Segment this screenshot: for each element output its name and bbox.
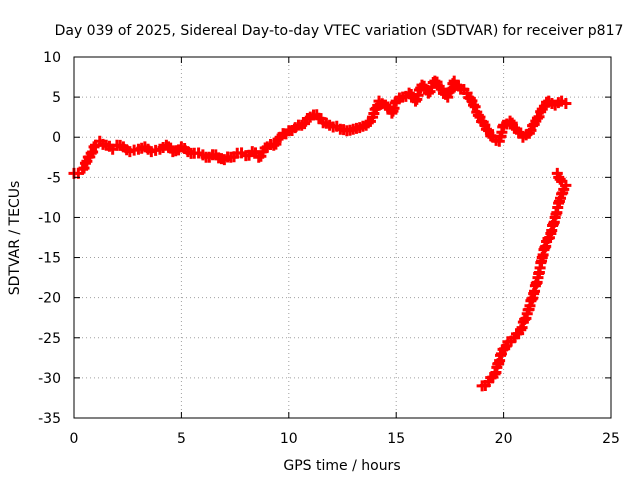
x-tick-label: 0 [70,431,79,447]
x-tick-label: 25 [602,431,620,447]
grid [74,57,611,418]
chart-title: Day 039 of 2025, Sidereal Day-to-day VTE… [55,23,624,39]
x-tick-label: 10 [280,431,298,447]
y-tick-label: 10 [43,50,61,66]
series-2 [476,167,572,392]
y-tick-label: -5 [47,170,61,186]
y-tick-label: -10 [38,210,61,226]
x-tick-label: 15 [387,431,405,447]
y-tick-label: -30 [38,371,61,387]
data-point [560,98,572,110]
x-tick-label: 5 [177,431,186,447]
x-axis-label: GPS time / hours [283,458,400,474]
x-tick-label: 20 [495,431,513,447]
plot-frame [73,56,612,419]
series-1 [68,75,572,179]
y-tick-label: 5 [52,90,61,106]
y-tick-label: -15 [38,251,61,267]
axis-ticks: 0 5 10 15 20 25 -35 -30 -25 -20 -15 -10 -5 0 5 10 [38,50,620,447]
y-tick-label: -20 [38,291,61,307]
y-tick-label: -25 [38,331,61,347]
y-tick-label: -35 [38,411,61,427]
data-points [68,75,572,392]
y-axis-label: SDTVAR / TECUs [7,181,23,296]
y-tick-label: 0 [52,130,61,146]
data-point [551,167,563,179]
